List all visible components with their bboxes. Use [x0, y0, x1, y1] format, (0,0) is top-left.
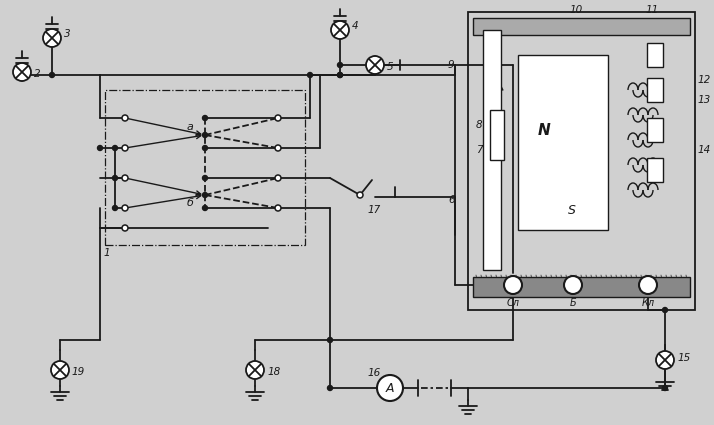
Bar — [647, 43, 663, 67]
Text: б: б — [187, 198, 194, 208]
Circle shape — [275, 115, 281, 121]
Circle shape — [122, 175, 128, 181]
Text: 14: 14 — [697, 145, 710, 155]
Circle shape — [331, 21, 349, 39]
Text: 17: 17 — [368, 205, 381, 215]
Text: 9: 9 — [448, 60, 455, 70]
Circle shape — [203, 206, 208, 210]
Circle shape — [275, 145, 281, 151]
Circle shape — [43, 29, 61, 47]
Circle shape — [663, 308, 668, 312]
Text: 6: 6 — [448, 195, 455, 205]
Bar — [105, 90, 305, 245]
Circle shape — [328, 337, 333, 343]
Circle shape — [338, 73, 343, 77]
Text: 13: 13 — [697, 95, 710, 105]
Circle shape — [122, 145, 128, 151]
Circle shape — [203, 193, 208, 198]
Circle shape — [122, 225, 128, 231]
Circle shape — [338, 62, 343, 68]
Circle shape — [656, 351, 674, 369]
Bar — [518, 55, 608, 230]
Circle shape — [275, 175, 281, 181]
Circle shape — [203, 176, 208, 181]
Text: 5: 5 — [387, 62, 393, 72]
Circle shape — [366, 56, 384, 74]
Circle shape — [51, 361, 69, 379]
Circle shape — [639, 276, 657, 294]
Text: S: S — [568, 204, 576, 216]
Bar — [473, 277, 690, 297]
Circle shape — [113, 145, 118, 150]
Text: A: A — [386, 382, 394, 394]
Circle shape — [13, 63, 31, 81]
Circle shape — [377, 375, 403, 401]
Bar — [647, 118, 663, 142]
Circle shape — [203, 145, 208, 150]
Text: Б: Б — [570, 298, 576, 308]
Text: 4: 4 — [352, 21, 358, 31]
Text: 8: 8 — [476, 120, 483, 130]
Circle shape — [113, 176, 118, 181]
Text: a: a — [187, 122, 194, 132]
Circle shape — [338, 73, 343, 77]
Text: 11: 11 — [645, 5, 658, 15]
Text: 12: 12 — [697, 75, 710, 85]
Circle shape — [49, 73, 54, 77]
Text: 7: 7 — [476, 145, 483, 155]
Text: 2: 2 — [34, 69, 41, 79]
Circle shape — [122, 115, 128, 121]
Circle shape — [203, 116, 208, 121]
Circle shape — [246, 361, 264, 379]
Circle shape — [113, 206, 118, 210]
Circle shape — [98, 145, 103, 150]
Circle shape — [275, 205, 281, 211]
Text: Сл: Сл — [506, 298, 520, 308]
Circle shape — [122, 205, 128, 211]
Text: 18: 18 — [267, 367, 281, 377]
Circle shape — [203, 133, 208, 138]
Bar — [468, 12, 695, 310]
Text: 3: 3 — [64, 29, 71, 39]
Text: N: N — [538, 122, 550, 138]
Circle shape — [663, 385, 668, 391]
Text: 16: 16 — [368, 368, 381, 378]
Circle shape — [308, 73, 313, 77]
Bar — [647, 78, 663, 102]
Bar — [483, 30, 501, 270]
Text: 15: 15 — [677, 353, 690, 363]
Circle shape — [504, 276, 522, 294]
Text: Кл: Кл — [641, 298, 655, 308]
Circle shape — [564, 276, 582, 294]
Text: 10: 10 — [570, 5, 583, 15]
Circle shape — [328, 385, 333, 391]
Bar — [490, 110, 504, 160]
Bar — [647, 158, 663, 182]
Circle shape — [357, 192, 363, 198]
Text: 1: 1 — [103, 248, 110, 258]
Bar — [473, 18, 690, 35]
Text: 19: 19 — [72, 367, 85, 377]
